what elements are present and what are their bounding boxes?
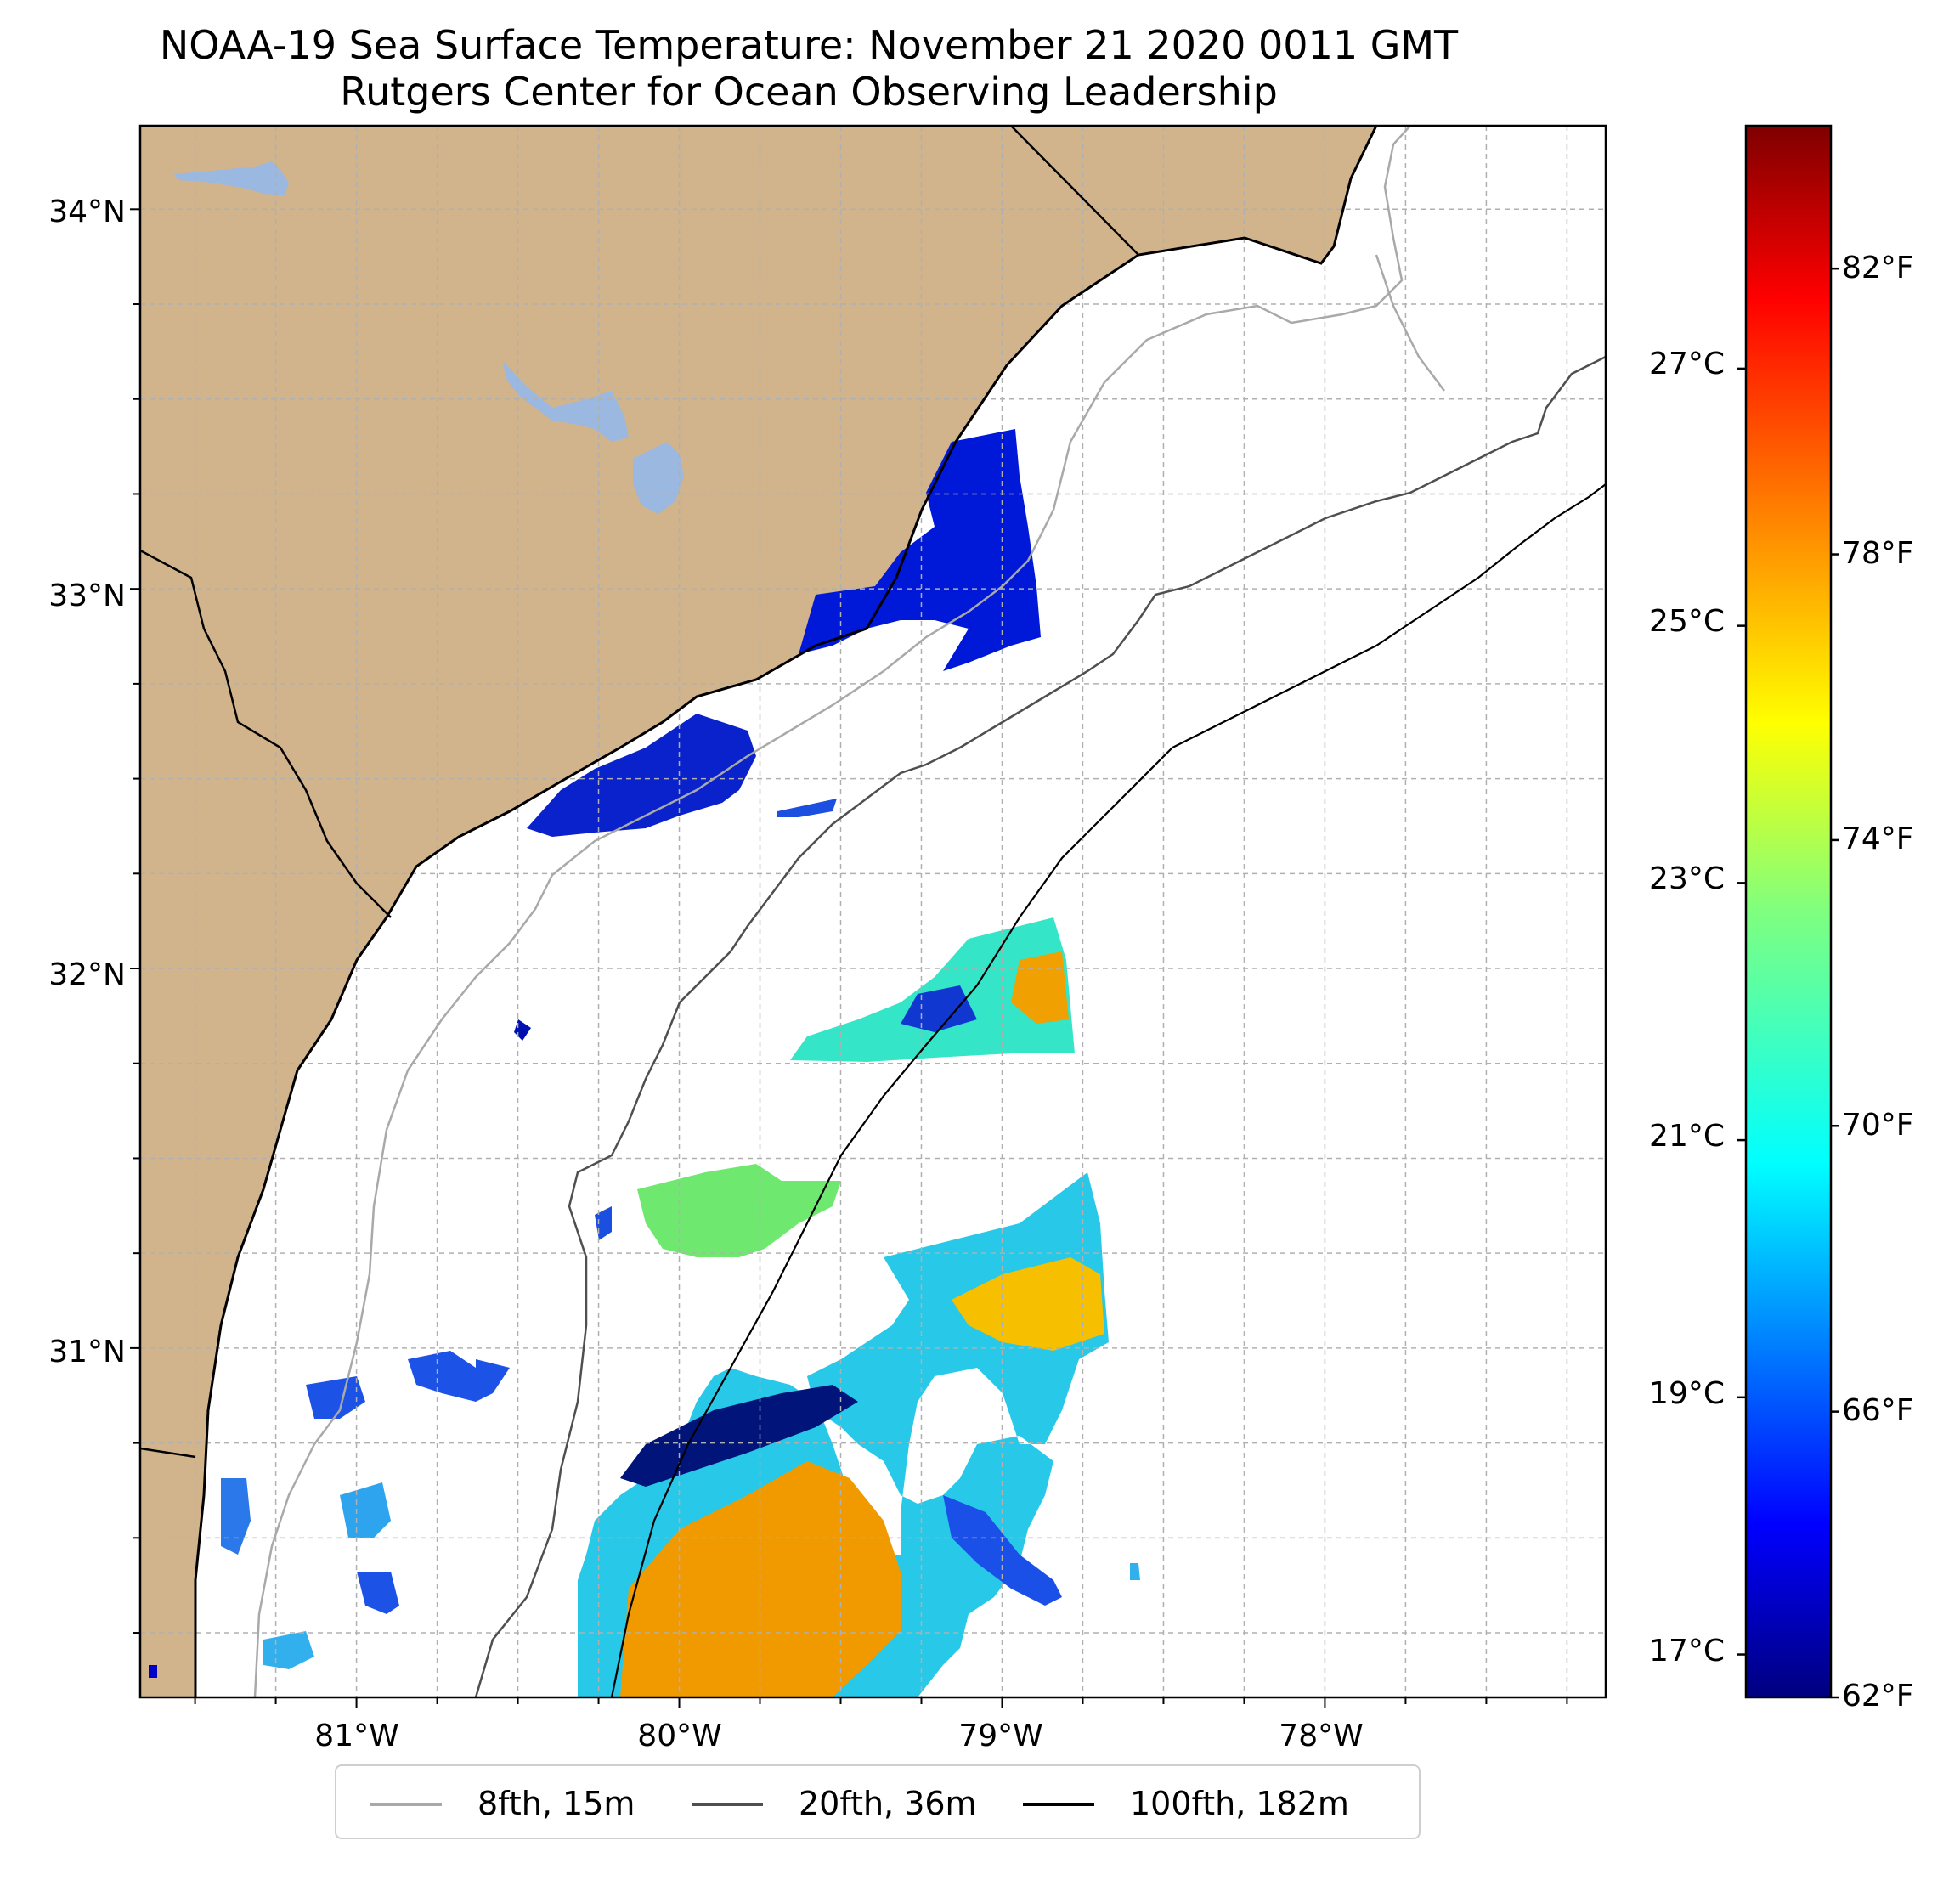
sst-patch	[306, 1376, 365, 1419]
state-border	[140, 1447, 196, 1459]
sst-patch	[149, 1665, 157, 1678]
celsius-tick-label: 19°C	[1649, 1376, 1725, 1411]
coastline	[194, 126, 1378, 1697]
legend-line-182m	[1023, 1803, 1094, 1806]
lon-tick-label: 78°W	[1279, 1719, 1363, 1753]
land-mass	[140, 126, 1376, 1697]
fahrenheit-tick-label: 62°F	[1842, 1679, 1914, 1713]
lat-tick-label: 33°N	[48, 579, 126, 613]
sst-patch	[790, 917, 1075, 1062]
lake	[633, 442, 684, 514]
isobath-legend: 8fth, 15m 20fth, 36m 100fth, 182m	[335, 1764, 1421, 1839]
sst-patch	[1130, 1563, 1140, 1580]
map-title: NOAA-19 Sea Surface Temperature: Novembe…	[159, 22, 1459, 68]
celsius-tick-label: 27°C	[1649, 347, 1725, 381]
sst-patch	[777, 799, 837, 817]
isobath-15m-inner	[1375, 254, 1445, 392]
isobath-182m	[610, 483, 1606, 1697]
sst-patch	[527, 714, 756, 837]
sst-patch	[340, 1482, 391, 1538]
legend-label: 100fth, 182m	[1130, 1785, 1349, 1822]
lake	[174, 161, 289, 195]
axis-ticks	[130, 208, 1568, 1708]
lake	[503, 361, 629, 442]
sst-patch	[357, 1572, 399, 1614]
sst-patch	[637, 1164, 841, 1257]
sst-patch	[221, 1478, 251, 1555]
fahrenheit-tick-label: 82°F	[1842, 251, 1914, 285]
lat-tick-label: 32°N	[48, 957, 126, 992]
sst-patch	[408, 1351, 510, 1402]
sst-patch	[952, 1257, 1104, 1351]
legend-label: 8fth, 15m	[477, 1785, 635, 1822]
lon-tick-label: 79°W	[958, 1719, 1042, 1753]
legend-line-15m	[370, 1803, 442, 1806]
celsius-tick-label: 17°C	[1649, 1634, 1725, 1668]
sst-patch	[799, 429, 1041, 671]
map-subtitle: Rutgers Center for Ocean Observing Leade…	[340, 69, 1278, 115]
colorbar	[1744, 124, 1833, 1699]
sst-patch	[901, 985, 977, 1032]
fahrenheit-tick-label: 78°F	[1842, 536, 1914, 571]
fahrenheit-tick-label: 70°F	[1842, 1108, 1914, 1143]
isobath-15m	[253, 126, 1411, 1697]
fahrenheit-tick-label: 74°F	[1842, 821, 1914, 856]
lon-tick-label: 81°W	[314, 1719, 398, 1753]
fahrenheit-tick-label: 66°F	[1842, 1393, 1914, 1428]
celsius-tick-label: 25°C	[1649, 604, 1725, 639]
legend-label: 20fth, 36m	[799, 1785, 977, 1822]
lat-tick-label: 34°N	[48, 195, 126, 229]
celsius-tick-label: 21°C	[1649, 1119, 1725, 1154]
celsius-tick-label: 23°C	[1649, 861, 1725, 896]
map-frame	[138, 124, 1607, 1699]
state-border	[140, 549, 392, 918]
state-border	[1010, 126, 1139, 256]
isobath-36m	[474, 355, 1606, 1697]
legend-line-36m	[692, 1803, 763, 1806]
lat-tick-label: 31°N	[48, 1335, 126, 1369]
lon-tick-label: 80°W	[637, 1719, 721, 1753]
sst-patch	[1011, 951, 1069, 1024]
